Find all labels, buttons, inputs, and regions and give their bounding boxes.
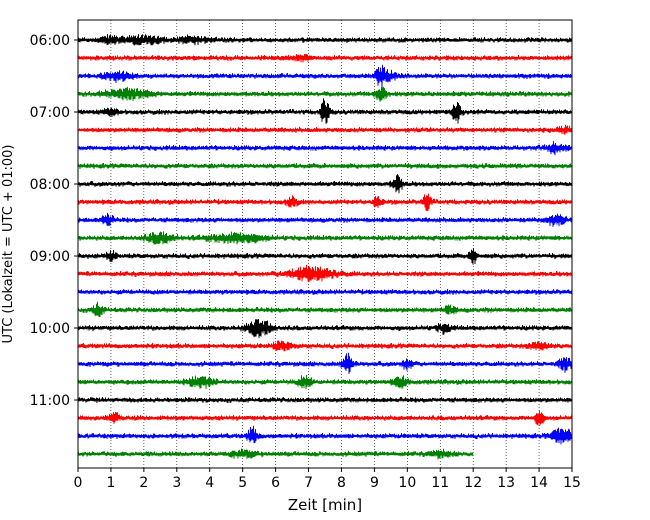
trace-0700 <box>77 98 573 124</box>
y-tick-label: 06:00 <box>30 33 70 49</box>
trace-1130 <box>77 425 573 445</box>
plot-frame <box>77 19 573 469</box>
trace-0945 <box>77 301 573 318</box>
x-tick-label: 15 <box>563 475 581 491</box>
x-tick-label: 13 <box>497 475 515 491</box>
y-tick-label: 08:00 <box>30 177 70 193</box>
x-tick-label: 3 <box>172 475 181 491</box>
trace-0715 <box>77 124 573 135</box>
trace-0800 <box>77 174 573 194</box>
x-tick-label: 8 <box>337 475 346 491</box>
trace-1045 <box>77 374 573 390</box>
trace-0730 <box>77 141 573 156</box>
x-axis-ticks: 0 1 2 3 4 5 6 7 8 9 10 11 12 13 14 15 <box>74 468 581 491</box>
trace-1000 <box>77 318 573 339</box>
x-axis-label: Zeit [min] <box>288 496 362 514</box>
x-tick-label: 7 <box>304 475 313 491</box>
trace-0745 <box>77 162 573 170</box>
x-tick-label: 0 <box>74 475 83 491</box>
trace-0630 <box>77 64 573 88</box>
trace-0915 <box>77 264 573 283</box>
trace-0600 <box>77 34 573 46</box>
x-tick-label: 4 <box>205 475 214 491</box>
trace-1015 <box>77 340 573 352</box>
trace-1030 <box>77 352 573 374</box>
x-tick-label: 14 <box>530 475 548 491</box>
x-tick-label: 2 <box>139 475 148 491</box>
trace-0645 <box>77 86 573 102</box>
y-tick-label: 09:00 <box>30 249 70 265</box>
seismic-traces <box>77 34 573 460</box>
y-axis-ticks: 06:00 07:00 08:00 09:00 10:00 11:00 <box>30 33 78 409</box>
trace-0615 <box>77 53 573 63</box>
x-tick-label: 6 <box>271 475 280 491</box>
trace-0815 <box>77 193 573 212</box>
x-tick-label: 9 <box>370 475 379 491</box>
y-tick-label: 10:00 <box>30 321 70 337</box>
y-tick-label: 07:00 <box>30 105 70 121</box>
x-tick-label: 12 <box>464 475 482 491</box>
x-tick-label: 5 <box>238 475 247 491</box>
trace-0930 <box>77 288 573 296</box>
trace-1100 <box>77 396 573 404</box>
trace-0845 <box>77 231 573 245</box>
trace-1115 <box>77 410 573 426</box>
x-tick-label: 10 <box>398 475 416 491</box>
x-tick-label: 11 <box>431 475 449 491</box>
x-tick-label: 1 <box>106 475 115 491</box>
trace-1145 <box>77 448 474 460</box>
y-tick-label: 11:00 <box>30 393 70 409</box>
y-axis-label: UTC (Lokalzeit = UTC + 01:00) <box>1 145 16 344</box>
trace-0900 <box>77 248 573 265</box>
trace-0830 <box>77 212 573 227</box>
